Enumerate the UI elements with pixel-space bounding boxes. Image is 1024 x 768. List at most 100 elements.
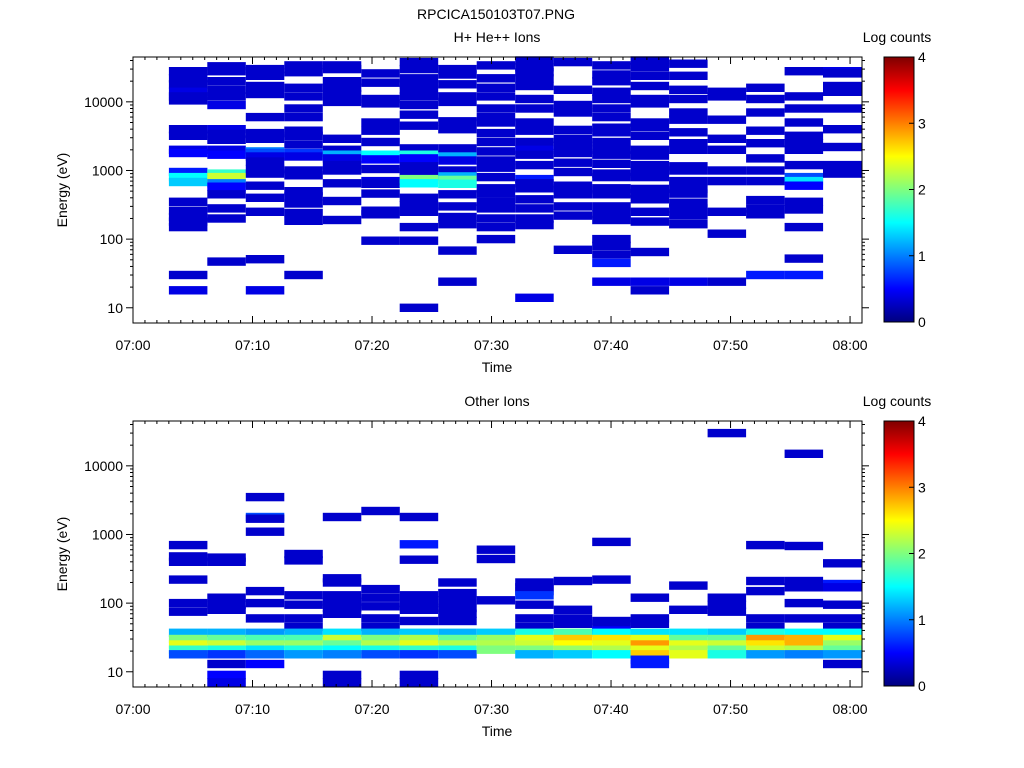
heatmap-cell <box>245 169 285 178</box>
heatmap-cell <box>399 174 439 184</box>
heatmap-cell <box>284 131 323 140</box>
heatmap-cell <box>399 628 439 637</box>
heatmap-cell <box>284 192 323 201</box>
heatmap-cell <box>592 172 631 182</box>
heatmap-cell <box>245 492 285 502</box>
heatmap-cell <box>553 619 593 628</box>
heatmap-cell <box>746 270 785 280</box>
heatmap-cell <box>245 207 285 216</box>
x-tick-label: 07:00 <box>115 701 150 717</box>
heatmap-cell <box>823 634 862 644</box>
heatmap-cell <box>630 628 670 637</box>
heatmap-cell <box>399 92 439 101</box>
heatmap-cell <box>438 588 477 598</box>
heatmap-cell <box>515 622 554 632</box>
heatmap-cell <box>784 145 824 154</box>
heatmap-cell <box>284 61 323 70</box>
heatmap-cell <box>322 645 362 654</box>
heatmap-cell <box>515 645 554 654</box>
heatmap-cell <box>361 150 400 159</box>
heatmap-cell <box>399 555 439 564</box>
heatmap-cell <box>284 140 323 149</box>
heatmap-cell <box>168 197 208 206</box>
heatmap-cell <box>553 148 593 158</box>
heatmap-cell <box>168 167 208 177</box>
heatmap-cell <box>592 190 631 199</box>
heatmap-cell <box>361 602 400 611</box>
heatmap-cell <box>361 78 400 87</box>
plot-frame <box>132 56 863 324</box>
x-tick-label: 07:10 <box>235 701 270 717</box>
heatmap-cell <box>784 640 824 649</box>
heatmap-cell <box>515 640 554 649</box>
heatmap-cell <box>669 108 708 117</box>
heatmap-cell <box>438 92 477 101</box>
heatmap-cell <box>707 593 747 602</box>
heatmap-cell <box>284 92 323 101</box>
heatmap-cell <box>784 541 824 551</box>
heatmap-cell <box>553 645 593 654</box>
heatmap-cell <box>669 94 708 104</box>
heatmap-cell <box>399 207 439 216</box>
heatmap-cell <box>476 214 516 223</box>
heatmap-cell <box>515 614 554 623</box>
colorbar-tick-label: 2 <box>918 546 926 562</box>
heatmap-cell <box>207 129 246 139</box>
x-axis-label: Time <box>482 723 513 739</box>
x-tick-label: 07:20 <box>354 701 389 717</box>
heatmap-cell <box>784 160 824 170</box>
heatmap-cell <box>630 640 670 649</box>
heatmap-cell <box>322 166 362 175</box>
heatmap-cell <box>168 575 208 584</box>
heatmap-cell <box>553 100 593 110</box>
heatmap-cell <box>322 640 362 649</box>
heatmap-cell <box>322 512 362 522</box>
heatmap-cell <box>707 277 747 286</box>
heatmap-cell <box>438 616 477 626</box>
heatmap-cell <box>168 87 208 96</box>
heatmap-cell <box>245 164 285 174</box>
heatmap-cell <box>746 204 785 213</box>
heatmap-cell <box>630 188 670 198</box>
heatmap-cell <box>630 659 670 669</box>
heatmap-cell <box>399 512 439 522</box>
heatmap-cell <box>322 154 362 163</box>
heatmap-cell <box>823 583 862 592</box>
heatmap-cell <box>322 678 362 687</box>
heatmap-cell <box>207 640 246 649</box>
heatmap-cell <box>784 598 824 608</box>
heatmap-cell <box>553 158 593 167</box>
heatmap-cell <box>669 189 708 198</box>
heatmap-cell <box>322 196 362 206</box>
heatmap-cell <box>284 614 323 623</box>
heatmap-cell <box>284 68 323 77</box>
heatmap-cell <box>168 607 208 616</box>
heatmap-cell <box>284 600 323 609</box>
heatmap-cell <box>669 176 708 186</box>
colorbar-tick-label: 1 <box>918 248 926 264</box>
heatmap-cell <box>361 179 400 188</box>
heatmap-cell <box>361 94 400 104</box>
heatmap-cell <box>399 80 439 89</box>
heatmap-cell <box>207 628 246 637</box>
heatmap-cell <box>284 556 323 565</box>
heatmap-cell <box>630 619 670 628</box>
figure-title: RPCICA150103T07.PNG <box>417 6 575 22</box>
heatmap-cell <box>361 210 400 219</box>
heatmap-cell <box>592 70 631 79</box>
heatmap-cell <box>245 181 285 190</box>
heatmap-cell <box>168 598 208 608</box>
heatmap-cell <box>630 71 670 80</box>
heatmap-cell <box>207 172 246 182</box>
heatmap-cell <box>245 134 285 143</box>
heatmap-cell <box>515 591 554 600</box>
heatmap-cell <box>476 640 516 649</box>
heatmap-cell <box>630 122 670 132</box>
heatmap-cell <box>515 293 554 302</box>
heatmap-cell <box>784 67 824 76</box>
heatmap-cell <box>284 645 323 654</box>
heatmap-cell <box>476 104 516 113</box>
heatmap-cell <box>399 645 439 654</box>
heatmap-cell <box>168 270 208 280</box>
